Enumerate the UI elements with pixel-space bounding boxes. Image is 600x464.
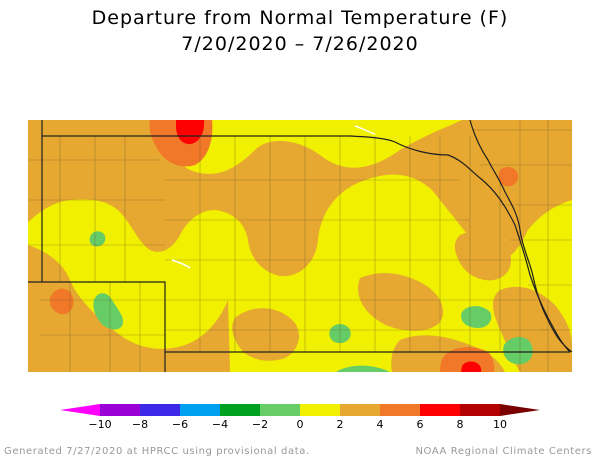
legend-segment bbox=[460, 404, 501, 416]
water-features bbox=[171, 125, 376, 269]
legend-tick-label: −8 bbox=[132, 418, 148, 431]
zone-0-to-minus2 bbox=[89, 231, 533, 372]
legend-segment bbox=[380, 404, 421, 416]
legend-segment bbox=[420, 404, 461, 416]
legend-segment bbox=[140, 404, 181, 416]
missouri-river bbox=[469, 119, 573, 353]
legend-segment bbox=[220, 404, 261, 416]
legend-segment bbox=[60, 404, 100, 416]
legend-segment bbox=[500, 404, 540, 416]
provider-credit: NOAA Regional Climate Centers bbox=[415, 446, 592, 457]
nebraska-border bbox=[42, 135, 571, 353]
legend-segment bbox=[300, 404, 341, 416]
zone-6-to-8 bbox=[176, 120, 482, 372]
legend-segment bbox=[260, 404, 301, 416]
county-lines bbox=[28, 120, 572, 372]
legend-segment bbox=[180, 404, 221, 416]
legend-tick-label: 4 bbox=[377, 418, 384, 431]
legend-tick-label: 2 bbox=[337, 418, 344, 431]
legend-tick-label: −4 bbox=[212, 418, 228, 431]
state-borders bbox=[28, 119, 573, 372]
legend-tick-label: −2 bbox=[252, 418, 268, 431]
legend-tick-label: 8 bbox=[457, 418, 464, 431]
legend-tick-label: 0 bbox=[297, 418, 304, 431]
co-border bbox=[28, 281, 166, 372]
legend-tick-label: 10 bbox=[493, 418, 507, 431]
legend-tick-label: −6 bbox=[172, 418, 188, 431]
legend-segment bbox=[340, 404, 381, 416]
legend-segment bbox=[100, 404, 141, 416]
map-date-range: 7/20/2020 – 7/26/2020 bbox=[181, 33, 419, 55]
map-title: Departure from Normal Temperature (F) bbox=[91, 7, 509, 29]
legend-tick-label: −10 bbox=[88, 418, 111, 431]
generated-note: Generated 7/27/2020 at HPRCC using provi… bbox=[4, 446, 310, 457]
legend-tick-label: 6 bbox=[417, 418, 424, 431]
